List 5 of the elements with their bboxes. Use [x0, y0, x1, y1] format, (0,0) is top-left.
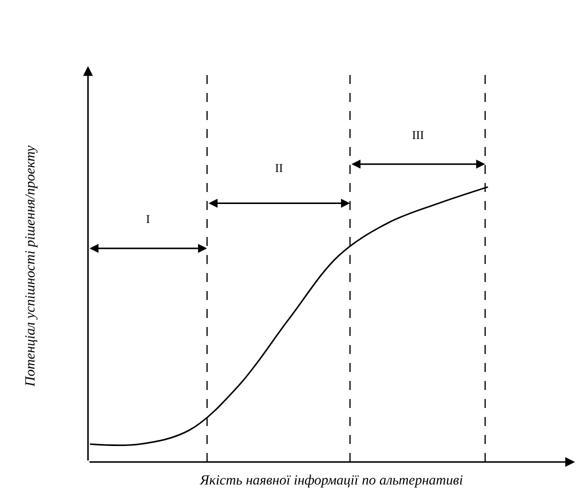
annotation: I — [146, 212, 150, 226]
text: II — [275, 161, 283, 175]
y-axis-title: Потенціал успішності рішення/проекту — [24, 144, 39, 388]
x-axis-title: Якість наявної інформації по альтернативі — [199, 473, 464, 488]
text: III — [412, 128, 424, 142]
